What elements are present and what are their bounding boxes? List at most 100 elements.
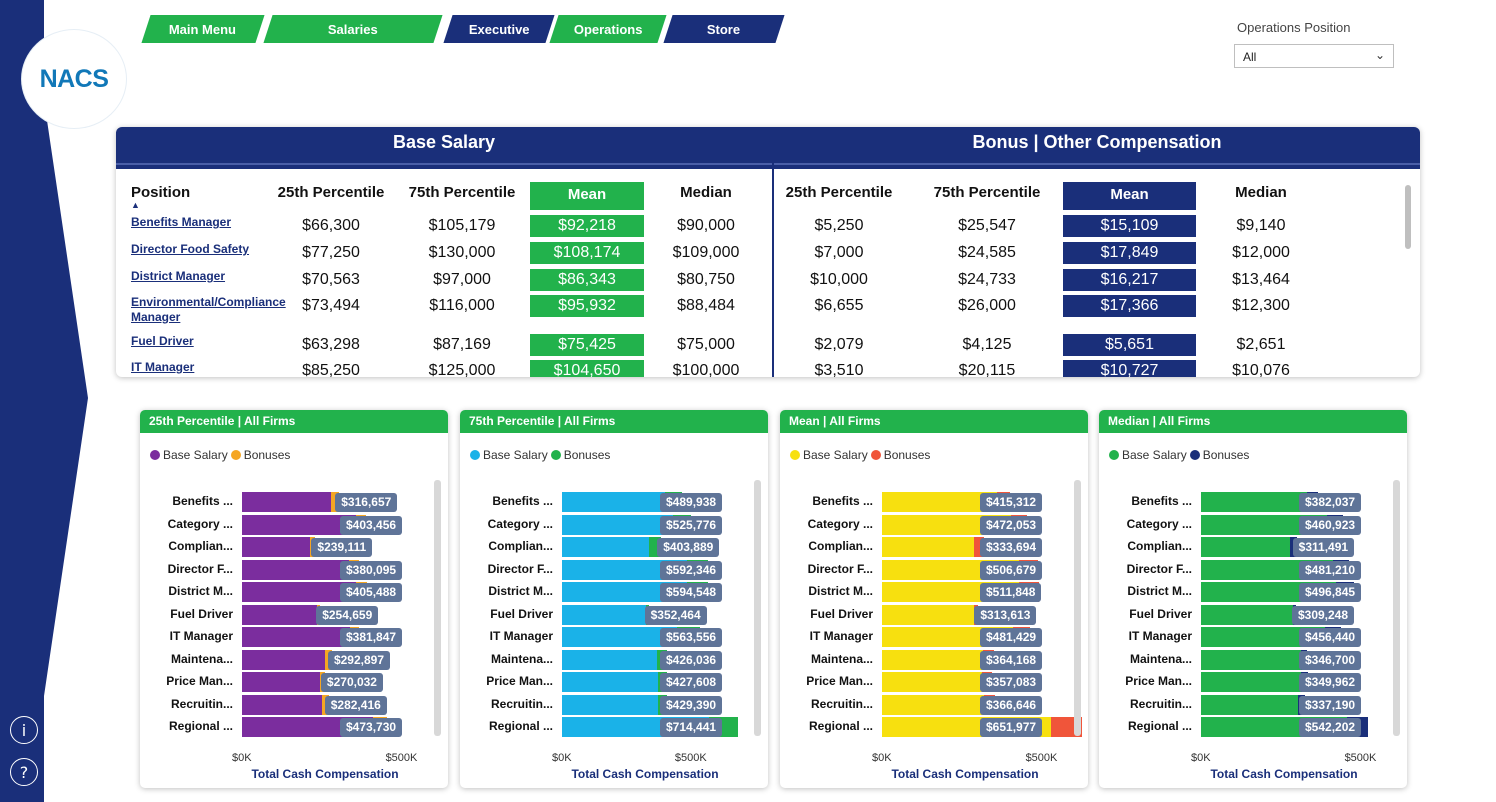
bar-segment[interactable] <box>242 717 373 737</box>
tab-salaries[interactable]: Salaries <box>263 15 443 43</box>
total-label: $594,548 <box>660 583 723 602</box>
chart-scrollbar[interactable] <box>754 480 761 736</box>
x-tick: $0K <box>1191 752 1211 764</box>
bar-segment[interactable] <box>562 537 650 557</box>
bar-segment[interactable] <box>1201 649 1301 670</box>
bar-segment[interactable] <box>242 627 350 647</box>
nacs-logo: NACS <box>22 30 126 128</box>
bar-segment[interactable] <box>242 514 356 535</box>
bar-segment[interactable] <box>1201 694 1298 715</box>
chart-panel: 25th Percentile | All Firms Base Salary Bo… <box>140 410 448 788</box>
bar-segment[interactable] <box>562 559 688 580</box>
bar-segment[interactable] <box>882 537 975 557</box>
total-label: $714,441 <box>660 718 723 737</box>
bonus-cell: $9,140 <box>1236 217 1286 234</box>
bar-segment[interactable] <box>974 537 985 557</box>
legend-label[interactable]: Base Salary <box>803 448 868 462</box>
bar-segment[interactable] <box>1201 537 1291 557</box>
total-label: $481,210 <box>1299 560 1362 580</box>
bar-segment[interactable] <box>242 582 356 602</box>
legend-label[interactable]: Base Salary <box>483 448 548 462</box>
chart-scrollbar[interactable] <box>1393 480 1400 736</box>
bar-segment[interactable] <box>242 604 318 625</box>
total-label: $311,491 <box>1292 538 1355 557</box>
bar-segment[interactable] <box>562 627 678 647</box>
bar-segment[interactable] <box>562 514 673 535</box>
bonus-cell: $24,585 <box>958 244 1016 261</box>
bar-segment[interactable] <box>562 694 659 715</box>
bonus-p75-header: 75th Percentile <box>933 184 1041 201</box>
bar-segment[interactable] <box>1201 672 1301 692</box>
x-tick: $0K <box>552 752 572 764</box>
bar-segment[interactable] <box>882 514 1011 535</box>
position-link[interactable]: District Manager <box>131 269 226 283</box>
position-link[interactable]: IT Manager <box>131 360 195 374</box>
bar-segment[interactable] <box>562 492 666 512</box>
bar-segment[interactable] <box>882 649 984 670</box>
legend-dot <box>230 450 241 460</box>
bar-segment[interactable] <box>562 582 688 602</box>
category-label: Benefits ... <box>812 494 873 508</box>
bar-segment[interactable] <box>562 649 657 670</box>
bar-segment[interactable] <box>562 672 658 692</box>
position-header[interactable]: Position <box>131 184 191 201</box>
tab-main-menu[interactable]: Main Menu <box>141 15 265 43</box>
bonus-cell: $24,733 <box>958 271 1016 288</box>
bar-segment[interactable] <box>242 537 311 557</box>
chart-scrollbar[interactable] <box>434 480 441 736</box>
bar-segment[interactable] <box>882 492 998 512</box>
bar-segment[interactable] <box>242 649 326 670</box>
dropdown-value: All <box>1243 50 1257 64</box>
bonus-cell: $3,510 <box>814 362 864 377</box>
legend-label[interactable]: Bonuses <box>243 448 291 462</box>
help-icon[interactable]: ? <box>10 758 38 786</box>
tab-operations[interactable]: Operations <box>549 15 667 43</box>
base-cell: $125,000 <box>428 362 496 377</box>
bar-segment[interactable] <box>882 627 1013 647</box>
total-label: $525,776 <box>660 515 723 535</box>
legend-label[interactable]: Base Salary <box>163 448 228 462</box>
bar-segment[interactable] <box>1201 627 1326 647</box>
position-link[interactable]: Director Food Safety <box>131 242 250 256</box>
info-icon[interactable]: i <box>10 716 38 744</box>
chart-scrollbar[interactable] <box>1074 480 1081 736</box>
sidebar-shape <box>0 0 88 802</box>
tab-store[interactable]: Store <box>663 15 785 43</box>
bonus-cell: $5,651 <box>1063 334 1196 356</box>
total-label: $313,613 <box>974 605 1037 625</box>
tab-executive[interactable]: Executive <box>443 15 555 43</box>
bar-segment[interactable] <box>1201 514 1327 535</box>
position-link[interactable]: Benefits Manager <box>131 215 232 229</box>
total-label: $316,657 <box>335 493 398 512</box>
bar-segment[interactable] <box>331 492 340 512</box>
category-label: Category ... <box>1126 516 1192 531</box>
legend-label[interactable]: Bonuses <box>883 448 931 462</box>
bar-segment[interactable] <box>242 559 349 580</box>
chart-title: 75th Percentile | All Firms <box>460 410 768 433</box>
bar-segment[interactable] <box>242 492 332 512</box>
chart-panel: Mean | All Firms Base Salary Bonuses Benefi… <box>780 410 1088 788</box>
bar-segment[interactable] <box>882 672 982 692</box>
bar-segment[interactable] <box>1201 492 1307 512</box>
legend-dot <box>1189 450 1200 460</box>
total-label: $403,889 <box>657 538 720 557</box>
legend-label[interactable]: Bonuses <box>1202 448 1250 462</box>
bar-segment[interactable] <box>562 604 646 625</box>
bar-segment[interactable] <box>242 694 323 715</box>
category-label: Recruitin... <box>1129 696 1192 711</box>
category-label: Category ... <box>167 516 233 531</box>
position-link[interactable]: Environmental/Compliance Manager <box>131 295 286 324</box>
chart-panel: Median | All Firms Base Salary Bonuses Bene… <box>1099 410 1407 788</box>
table-scrollbar[interactable] <box>1405 185 1411 249</box>
bar-segment[interactable] <box>882 694 985 715</box>
position-link[interactable]: Fuel Driver <box>131 334 194 348</box>
bar-segment[interactable] <box>242 672 320 692</box>
category-label: IT Manager <box>169 629 233 643</box>
position-dropdown[interactable]: All ⌄ <box>1234 44 1394 68</box>
bar-segment[interactable] <box>1201 604 1294 625</box>
bar-segment[interactable] <box>882 604 975 625</box>
legend-label[interactable]: Bonuses <box>563 448 611 462</box>
legend-label[interactable]: Base Salary <box>1122 448 1187 462</box>
category-label: Regional ... <box>808 719 873 733</box>
sort-asc-icon[interactable]: ▲ <box>131 200 140 210</box>
